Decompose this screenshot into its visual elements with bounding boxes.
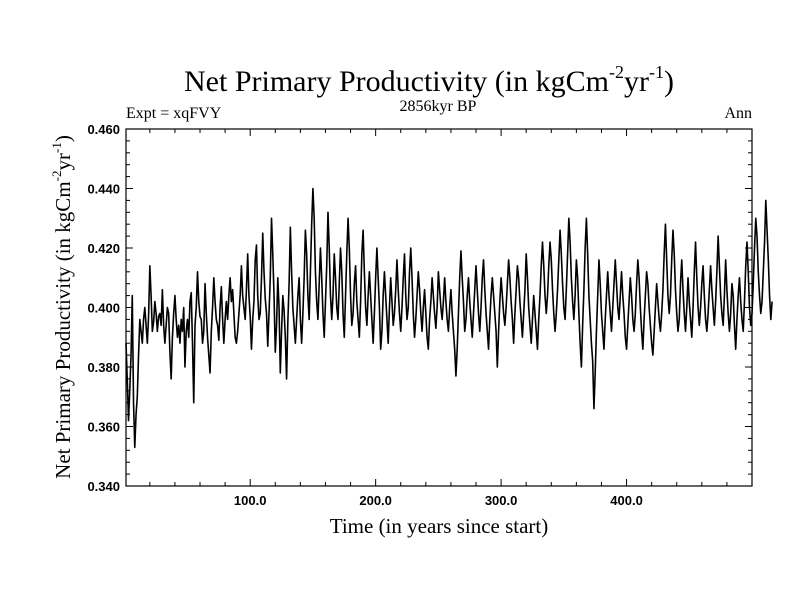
experiment-label: Expt = xqFVY: [126, 105, 222, 122]
y-axis-label-close: ): [51, 135, 75, 142]
y-axis-label-main: Net Primary Productivity (in kgCm: [51, 181, 75, 478]
y-tick-label: 0.420: [87, 241, 120, 256]
y-tick-label: 0.460: [87, 122, 120, 137]
x-tick-label: 200.0: [359, 493, 392, 508]
y-tick-label: 0.360: [87, 420, 120, 435]
x-tick-label: 100.0: [234, 493, 267, 508]
period-label: 2856kyr BP: [400, 98, 477, 115]
chart-title: Net Primary Productivity (in kgCm-2yr-1): [184, 62, 674, 98]
season-label: Ann: [724, 105, 752, 122]
chart-title-unit-yr: yr: [624, 65, 649, 98]
chart-title-close: ): [664, 65, 674, 98]
y-axis-label-exponent-1: -2: [49, 171, 64, 182]
y-axis-label-unit-yr: yr: [51, 153, 75, 171]
chart-title-exponent-2: -1: [649, 62, 664, 82]
x-axis: 100.0 200.0 300.0 400.0: [149, 129, 728, 508]
x-tick-label: 300.0: [485, 493, 518, 508]
y-tick-label: 0.380: [87, 360, 120, 375]
y-tick-label: 0.340: [87, 479, 120, 494]
y-axis-label-exponent-2: -1: [49, 142, 64, 153]
x-axis-label: Time (in years since start): [330, 514, 549, 538]
chart-title-main: Net Primary Productivity (in kgCm: [184, 65, 609, 98]
y-tick-label: 0.400: [87, 301, 120, 316]
chart-title-exponent-1: -2: [609, 62, 624, 82]
y-axis-label: Net Primary Productivity (in kgCm-2yr-1): [49, 135, 75, 479]
x-tick-label: 400.0: [610, 493, 643, 508]
series-line: [125, 187, 773, 449]
y-tick-label: 0.440: [87, 182, 120, 197]
